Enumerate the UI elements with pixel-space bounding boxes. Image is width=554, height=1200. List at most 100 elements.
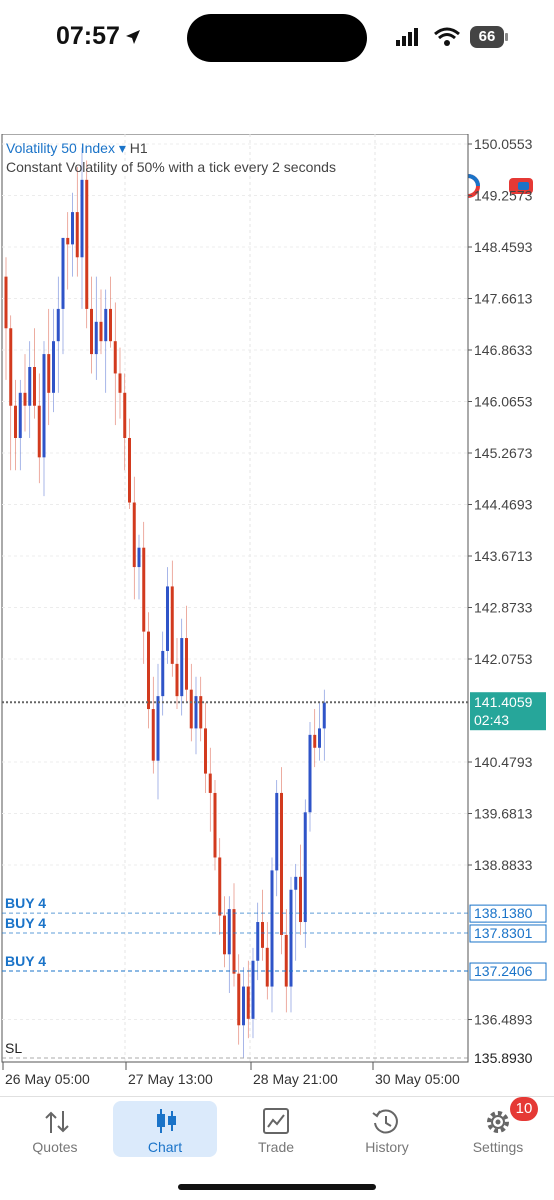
level-price-tag <box>469 962 547 981</box>
candle-body <box>28 366 32 406</box>
bar-countdown-label: 02:43 <box>474 712 509 728</box>
candle-body <box>170 586 174 664</box>
candle-body <box>185 638 188 690</box>
level-price-tag <box>469 924 547 943</box>
signal-icon <box>396 28 418 46</box>
candle-body <box>151 709 155 761</box>
candle-body <box>208 773 212 793</box>
nav-history[interactable]: History <box>335 1101 439 1157</box>
candle-body <box>128 437 131 503</box>
chart-area[interactable]: 150.0553 149.2573 148.4593 147.6613 146.8633… <box>0 134 554 1096</box>
candle-body <box>303 812 307 923</box>
candle-body <box>104 308 108 342</box>
gear-icon <box>487 1111 509 1133</box>
candle-body <box>322 702 326 729</box>
candle-body <box>56 308 60 342</box>
candle-body <box>37 405 41 458</box>
symbol-description: Constant Volatility of 50% with a tick e… <box>6 159 336 175</box>
candle-body <box>237 973 241 1026</box>
candle-body <box>118 373 122 393</box>
price-axis-label: 140.4793 <box>474 754 533 770</box>
time-axis-label: 27 May 13:00 <box>128 1071 213 1087</box>
candle-body <box>61 237 65 309</box>
price-axis-label: 148.4593 <box>474 239 533 255</box>
candle-body <box>227 909 231 955</box>
candle-body <box>318 728 321 748</box>
candle-body <box>289 889 293 987</box>
arrows-updown-icon <box>45 1111 69 1133</box>
nav-settings-label: Settings <box>472 1139 524 1155</box>
candle-body <box>80 179 84 258</box>
candle-body <box>4 276 8 329</box>
nav-quotes[interactable]: Quotes <box>3 1101 107 1157</box>
candle-body <box>284 934 288 987</box>
nav-history-label: History <box>365 1139 409 1155</box>
candle-body <box>71 212 74 245</box>
level-price-label: 137.8301 <box>474 925 533 941</box>
candle-body <box>194 696 198 729</box>
trade-panel-icon[interactable] <box>506 172 536 200</box>
nav-trade[interactable]: Trade <box>224 1101 328 1157</box>
candle-body <box>113 341 117 374</box>
candlestick-icon <box>157 1109 176 1133</box>
candle-body <box>232 909 236 974</box>
candle-body <box>75 212 79 258</box>
buy-level-label[interactable]: BUY 4 <box>5 915 46 931</box>
candle-body <box>161 650 165 697</box>
wifi-icon <box>434 27 460 46</box>
candle-body <box>66 237 70 245</box>
nav-settings[interactable]: Settings <box>446 1101 550 1157</box>
battery-indicator: 66 <box>470 26 504 48</box>
candle-body <box>270 870 274 987</box>
candle-body <box>166 586 169 651</box>
candle-body <box>280 792 283 935</box>
buy-level-label[interactable]: BUY 4 <box>5 953 46 969</box>
location-arrow-icon <box>126 30 140 44</box>
level-price-label: 137.2406 <box>474 963 533 979</box>
level-price-label: 135.8930 <box>474 1050 533 1066</box>
price-chart[interactable]: 150.0553 149.2573 148.4593 147.6613 146.8633… <box>0 134 554 1096</box>
chart-timeframe-label: H1 <box>129 140 148 156</box>
price-axis-label: 139.6813 <box>474 806 533 822</box>
price-axis-label: 142.0753 <box>474 651 533 667</box>
level-price-label: 138.1380 <box>474 905 533 921</box>
candle-body <box>132 502 136 568</box>
candle-body <box>90 308 93 355</box>
nav-chart[interactable]: Chart <box>113 1101 217 1157</box>
candle-body <box>199 696 203 729</box>
price-axis-label: 145.2673 <box>474 445 533 461</box>
sl-level-label[interactable]: SL <box>5 1040 22 1056</box>
symbol-name[interactable]: Volatility 50 Index <box>6 140 115 156</box>
candle-body <box>109 308 112 342</box>
trade-chart-icon <box>263 1108 289 1134</box>
battery-cap <box>505 33 508 41</box>
symbol-dropdown-icon[interactable]: ▾ <box>118 140 126 156</box>
bottom-navigation: Quotes Chart Trade History Settings <box>0 1096 554 1161</box>
candle-body <box>299 876 302 923</box>
status-bar: 07:57 66 <box>0 0 554 80</box>
price-axis-label: 149.2573 <box>474 188 533 204</box>
candle-body <box>251 960 255 1019</box>
candle-body <box>9 328 13 406</box>
dynamic-island <box>187 14 367 62</box>
candle-body <box>242 986 245 1026</box>
status-time: 07:57 <box>56 22 120 50</box>
price-axis-label: 142.8733 <box>474 600 533 616</box>
price-axis-label: 150.0553 <box>474 136 533 152</box>
time-axis-label: 26 May 05:00 <box>5 1071 90 1087</box>
candle-body <box>85 179 89 309</box>
current-price-label: 141.4059 <box>474 694 533 710</box>
candle-body <box>52 341 55 393</box>
chart-symbol-header[interactable]: Volatility 50 Index ▾ H1 <box>6 140 148 157</box>
time-axis-label: 30 May 05:00 <box>375 1071 460 1087</box>
candle-body <box>23 392 27 406</box>
buy-level-label[interactable]: BUY 4 <box>5 895 46 911</box>
candle-body <box>213 792 217 858</box>
candle-body <box>261 922 264 948</box>
nav-chart-label: Chart <box>147 1139 183 1155</box>
candle-body <box>180 638 184 697</box>
candle-body <box>256 922 260 961</box>
nav-quotes-label: Quotes <box>32 1139 78 1155</box>
current-price-tag <box>470 692 546 731</box>
candle-body <box>147 631 150 710</box>
